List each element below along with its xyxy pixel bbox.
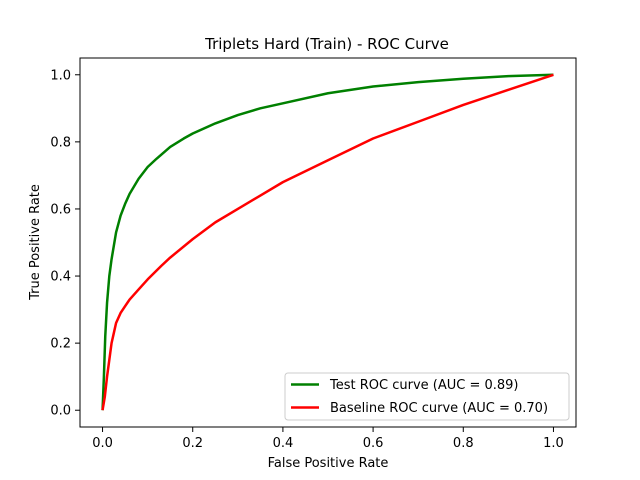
plot-area	[101, 73, 554, 411]
legend: Test ROC curve (AUC = 0.89) Baseline ROC…	[284, 372, 570, 421]
series-line-test	[101, 73, 554, 411]
legend-entry-baseline: Baseline ROC curve (AUC = 0.70)	[330, 401, 548, 416]
y-tick-label: 0.0	[50, 404, 71, 419]
x-tick-label: 1.0	[543, 436, 564, 451]
chart-title: Triplets Hard (Train) - ROC Curve	[204, 35, 449, 53]
x-axis-ticks: 0.0 0.2 0.4 0.6 0.8 1.0	[92, 427, 564, 451]
x-tick-label: 0.0	[92, 436, 113, 451]
x-tick-label: 0.8	[453, 436, 474, 451]
x-axis-label: False Positive Rate	[268, 456, 389, 471]
y-axis-label: True Positive Rate	[28, 184, 43, 301]
legend-box	[284, 372, 570, 421]
axes-frame	[79, 57, 577, 428]
y-tick-label: 0.6	[50, 202, 71, 217]
y-axis-ticks: 0.0 0.2 0.4 0.6 0.8 1.0	[50, 68, 80, 419]
y-tick-label: 1.0	[50, 68, 71, 83]
y-tick-label: 0.4	[50, 270, 71, 285]
x-tick-label: 0.4	[273, 436, 294, 451]
series-line-baseline	[101, 73, 554, 411]
y-tick-label: 0.2	[50, 337, 71, 352]
legend-entry-test: Test ROC curve (AUC = 0.89)	[329, 378, 519, 393]
x-tick-label: 0.6	[363, 436, 384, 451]
y-tick-label: 0.8	[50, 135, 71, 150]
x-tick-label: 0.2	[182, 436, 203, 451]
